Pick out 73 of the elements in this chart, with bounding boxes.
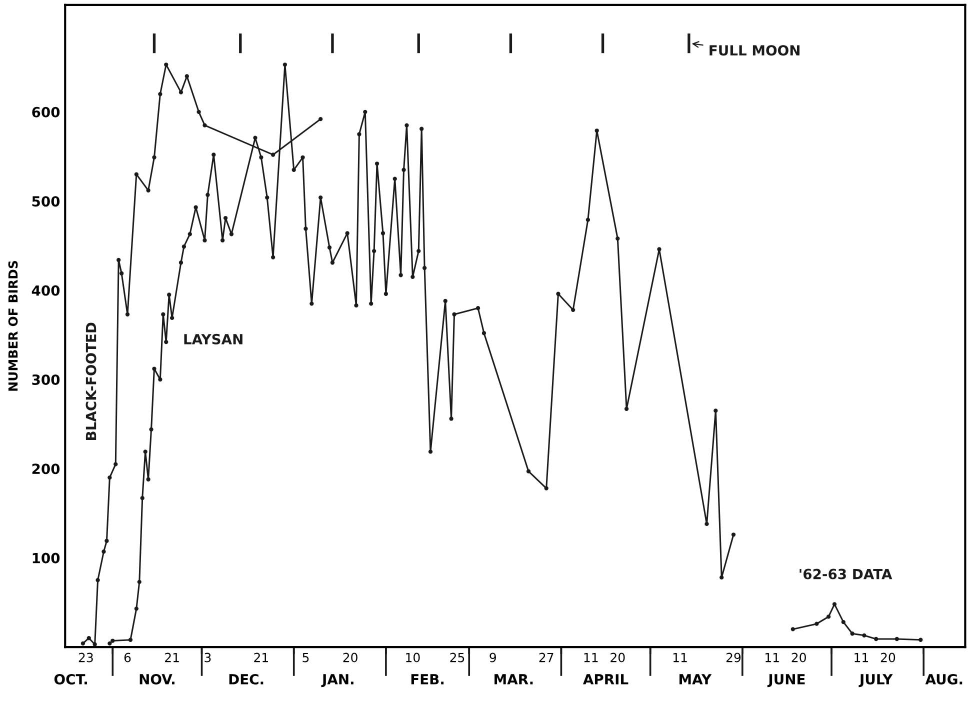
point: [826, 614, 831, 619]
point: [102, 550, 106, 554]
point: [790, 627, 795, 632]
point: [146, 188, 150, 192]
point: [862, 633, 866, 638]
point: [832, 602, 837, 606]
y-tick-label: 400: [32, 285, 60, 296]
x-tick-label: 20: [880, 652, 896, 662]
x2-tick-label: JULY: [858, 674, 893, 688]
y-tick-label: 200: [32, 464, 60, 474]
x2-tick-label: JUNE: [767, 674, 805, 688]
point: [125, 312, 130, 316]
point: [894, 636, 899, 642]
point: [108, 475, 112, 480]
x-tick-label: 21: [254, 652, 268, 662]
point: [318, 116, 323, 122]
point: [104, 538, 109, 543]
x-tick-label: 10: [406, 652, 420, 662]
x2-tick-label: NOV.: [140, 674, 174, 685]
x-tick-label: 21: [165, 652, 179, 662]
point: [119, 271, 124, 276]
text: BLACK-FOOTED: [86, 322, 96, 440]
point: [92, 642, 97, 646]
text: '62-63 DATA: [800, 568, 892, 580]
x-tick-label: 11: [584, 652, 598, 662]
point: [158, 92, 162, 96]
x2-tick-label: JAN.: [321, 674, 354, 688]
x2-tick-label: DEC.: [229, 674, 264, 685]
x2-tick-label: MAY: [680, 674, 712, 684]
x2-tick-label: FEB.: [411, 674, 444, 684]
legend-label: FULL MOON: [710, 45, 800, 56]
x-tick-label: 3: [204, 652, 211, 662]
x-tick-label: 20: [343, 652, 358, 662]
x-tick-label: 23: [78, 652, 93, 662]
x-tick-label: 20: [792, 652, 806, 662]
x-tick-label: 27: [539, 652, 554, 662]
point: [178, 90, 184, 94]
y-tick-label: 300: [32, 374, 60, 385]
x2-tick-label: APRIL: [583, 674, 628, 684]
x-tick-label: 29: [726, 652, 741, 662]
x-tick-label: 11: [673, 652, 687, 662]
x-tick-label: 11: [766, 652, 779, 662]
point: [134, 172, 138, 176]
point: [270, 152, 276, 157]
y-tick-label: 600: [32, 106, 60, 118]
x-tick-label: 20: [610, 652, 625, 662]
point: [814, 622, 819, 626]
point: [850, 632, 854, 636]
x2-tick-label: AUG.: [925, 674, 962, 685]
x-tick-label: 11: [854, 652, 868, 662]
y-axis-title: NUMBER OF BIRDS: [8, 260, 18, 391]
y-tick-label: 500: [32, 196, 60, 207]
point: [114, 462, 118, 466]
y-tick-label: 100: [32, 552, 60, 564]
point: [184, 74, 189, 78]
point: [96, 578, 100, 582]
point: [164, 62, 168, 67]
point: [196, 110, 201, 114]
x2-tick-label: MAR.: [494, 674, 533, 684]
point: [918, 638, 923, 642]
x-tick-label: 9: [490, 652, 496, 662]
point: [86, 636, 91, 640]
point: [80, 641, 86, 646]
point: [841, 620, 846, 624]
point: [874, 636, 878, 642]
x-tick-label: 25: [450, 652, 464, 662]
x-tick-label: 5: [302, 652, 309, 662]
point: [202, 123, 207, 128]
x2-tick-label: OCT.: [54, 674, 87, 685]
point: [116, 258, 121, 262]
point: [152, 155, 156, 160]
x-tick-label: 6: [124, 652, 131, 662]
series-label: LAYSAN: [184, 334, 242, 344]
